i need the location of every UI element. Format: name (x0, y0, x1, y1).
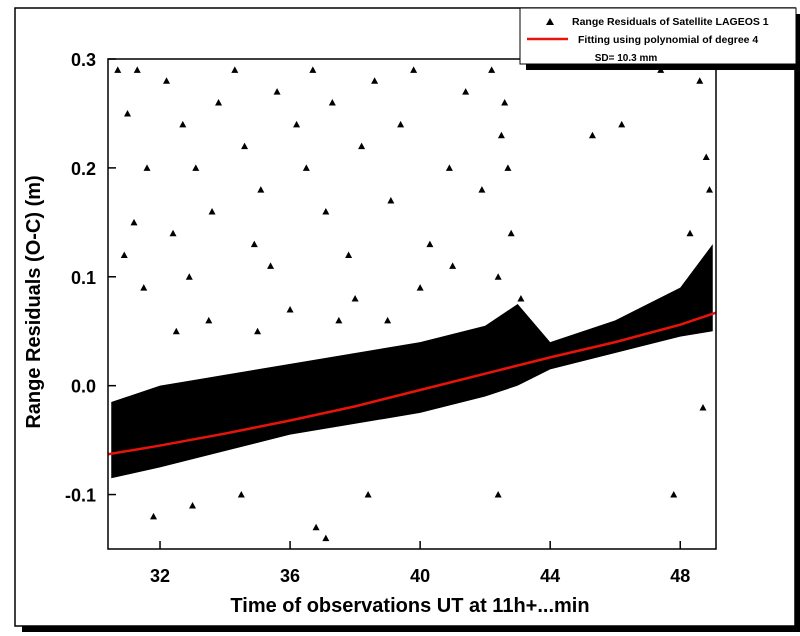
y-tick-label: 0.2 (71, 159, 96, 179)
data-point (114, 66, 122, 73)
data-point (179, 120, 187, 128)
x-tick-label: 40 (410, 566, 430, 586)
data-point (478, 186, 486, 193)
data-point (205, 316, 213, 324)
data-point (699, 403, 707, 411)
data-point (293, 120, 301, 128)
data-point (488, 66, 496, 73)
plot-area-border (107, 58, 717, 550)
polynomial-fit-line (108, 311, 716, 456)
data-point (371, 77, 379, 84)
data-point (358, 142, 366, 150)
y-tick-label: 0.1 (71, 268, 96, 288)
data-point (588, 131, 596, 139)
data-point (169, 229, 177, 237)
data-point (507, 229, 515, 237)
data-point (312, 523, 320, 531)
data-point (208, 207, 216, 215)
data-point (387, 197, 395, 204)
scatter-points (114, 66, 713, 542)
data-point (449, 262, 457, 269)
data-point (416, 284, 424, 291)
data-point (504, 164, 512, 171)
data-point (302, 164, 310, 171)
data-point (497, 131, 505, 139)
data-point (185, 273, 193, 280)
legend-label-residuals: Range Residuals of Satellite LAGEOS 1 (572, 16, 769, 28)
x-axis-ticks: 32 36 40 44 48 (150, 541, 690, 586)
data-point (140, 284, 148, 291)
y-tick-label: -0.1 (65, 486, 96, 506)
data-point (462, 88, 470, 95)
data-point (494, 273, 502, 280)
x-tick-label: 48 (670, 566, 690, 586)
data-point (254, 327, 262, 335)
data-point (322, 534, 330, 542)
data-point (670, 491, 678, 498)
data-point (702, 153, 710, 160)
data-point (364, 491, 372, 498)
data-point (309, 66, 317, 73)
residual-band-area (111, 244, 713, 479)
legend-annotation-sd: SD= 10.3 mm (595, 53, 658, 64)
data-point (237, 491, 245, 498)
x-tick-label: 36 (280, 566, 300, 586)
x-tick-label: 44 (540, 566, 560, 586)
x-tick-label: 32 (150, 566, 170, 586)
data-point (328, 99, 336, 106)
data-point (384, 316, 392, 324)
y-axis-ticks: -0.1 0.0 0.1 0.2 0.3 (65, 50, 116, 506)
data-point (410, 66, 418, 73)
data-point (215, 99, 223, 106)
legend-label-fit: Fitting using polynomial of degree 4 (578, 34, 758, 46)
data-point (241, 142, 249, 150)
y-tick-label: 0.0 (71, 377, 96, 397)
data-point (163, 77, 171, 84)
data-point (267, 262, 275, 269)
data-point (501, 99, 509, 106)
data-point (445, 164, 453, 171)
residual-band (111, 244, 713, 479)
data-point (705, 186, 713, 193)
data-point (150, 512, 158, 520)
data-point (257, 186, 265, 193)
data-point (133, 66, 141, 73)
data-point (345, 251, 353, 258)
data-point (273, 88, 281, 95)
x-axis-label: Time of observations UT at 11h+...min (230, 595, 589, 617)
data-point (530, 327, 538, 335)
data-point (351, 295, 359, 302)
data-point (686, 229, 694, 237)
data-point (189, 501, 197, 509)
legend: Range Residuals of Satellite LAGEOS 1 Fi… (519, 7, 800, 70)
data-point (143, 164, 151, 171)
data-point (618, 120, 626, 128)
legend-box (519, 7, 797, 65)
data-point (124, 109, 132, 117)
data-point (426, 240, 434, 248)
y-tick-label: 0.3 (71, 50, 96, 70)
data-point (517, 295, 525, 302)
legend-marker-triangle-icon (546, 18, 554, 25)
data-point (231, 66, 239, 73)
data-point (250, 240, 258, 248)
y-axis-label: Range Residuals (O-C) (m) (23, 175, 45, 428)
data-point (322, 207, 330, 215)
data-point (397, 120, 405, 128)
data-point (286, 305, 294, 313)
data-point (120, 251, 128, 258)
data-point (494, 491, 502, 498)
data-point (130, 218, 138, 226)
data-point (192, 164, 200, 171)
data-point (172, 327, 180, 335)
data-point (335, 316, 343, 324)
data-point (696, 77, 704, 84)
